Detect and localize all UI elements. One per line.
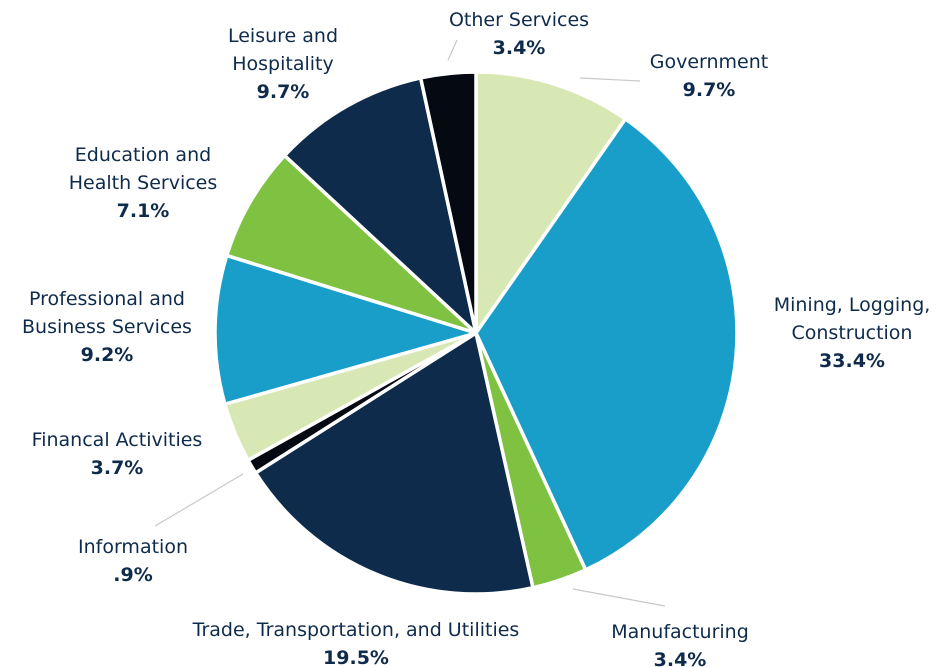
slice-label-professional-and-business-services: Professional and Business Services 9.2% [22, 288, 192, 366]
slice-percent-text: 19.5% [323, 647, 389, 668]
slice-percent-text: 3.4% [493, 37, 546, 59]
slice-label-information: Information .9% [78, 536, 188, 586]
slice-percent-text: 3.7% [91, 457, 144, 479]
pie-slice-trade-transportation-and-utilities [253, 331, 535, 596]
slice-name-text: Information [78, 536, 188, 558]
slice-percent-text: 9.7% [683, 79, 736, 101]
slice-name-text: Manufacturing [611, 621, 749, 643]
slice-label-financal-activities: Financal Activities 3.7% [32, 429, 203, 479]
pie-slice-mining-logging-construction [474, 117, 739, 572]
slice-label-education-and-health-services: Education and Health Services 7.1% [69, 144, 218, 222]
slice-label-mining-logging-construction: Mining, Logging, Construction 33.4% [774, 294, 931, 372]
slice-label-leisure-and-hospitality: Leisure and Hospitality 9.7% [228, 25, 338, 103]
slice-label-manufacturing: Manufacturing 3.4% [611, 621, 749, 668]
leader-line-information [154, 473, 244, 527]
slice-label-trade-transportation-and-utilities: Trade, Transportation, and Utilities 19.5… [192, 619, 520, 668]
pie-slice-professional-and-business-services [213, 253, 478, 406]
slice-name-text: Mining, Logging, [774, 294, 931, 316]
slice-percent-text: .9% [113, 564, 152, 586]
slice-percent-text: 9.7% [257, 81, 310, 103]
slice-name-text: Hospitality [232, 53, 334, 75]
slice-name-text: Professional and [29, 288, 185, 310]
slice-percent-text: 7.1% [117, 200, 170, 222]
slice-percent-text: 9.2% [81, 344, 134, 366]
pie-slices [213, 70, 739, 596]
slice-labels: Government 9.7% Mining, Logging, Constructi… [22, 9, 930, 668]
pie-slice-government [474, 70, 628, 335]
leader-line-other-services [447, 39, 458, 61]
slice-label-other-services: Other Services 3.4% [449, 9, 589, 59]
pie-slice-leisure-and-hospitality [282, 76, 478, 335]
leader-line-government [579, 77, 641, 82]
pie-slice-other-services [418, 70, 478, 335]
slice-name-text: Trade, Transportation, and Utilities [192, 619, 520, 641]
pie-slice-education-and-health-services [225, 153, 478, 335]
slice-name-text: Business Services [22, 316, 192, 338]
slice-name-text: Financal Activities [32, 429, 203, 451]
slice-percent-text: 33.4% [819, 350, 885, 372]
slice-name-text: Education and [75, 144, 211, 166]
leader-line-manufacturing [572, 588, 666, 607]
slice-percent-text: 3.4% [654, 649, 707, 668]
slice-name-text: Health Services [69, 172, 218, 194]
slice-name-text: Leisure and [228, 25, 338, 47]
slice-label-government: Government 9.7% [650, 51, 769, 101]
slice-name-text: Construction [792, 322, 913, 344]
slice-name-text: Other Services [449, 9, 589, 31]
leader-lines [154, 39, 666, 607]
slice-name-text: Government [650, 51, 769, 73]
